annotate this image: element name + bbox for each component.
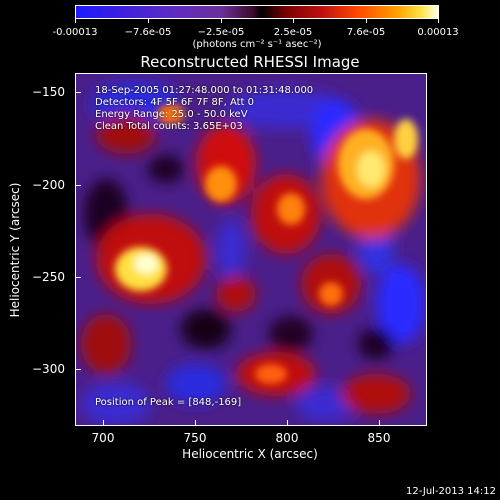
render-timestamp: 12-Jul-2013 14:12 <box>405 486 496 497</box>
y-tick-label: −250 <box>32 270 65 284</box>
colorbar-tick <box>293 19 294 23</box>
y-tick-label: −150 <box>32 85 65 99</box>
y-tick-mark <box>75 92 81 93</box>
y-tick-mark <box>75 369 81 370</box>
y-axis-label: Heliocentric Y (arcsec) <box>8 182 22 318</box>
colorbar-label: −2.5e-05 <box>197 27 245 38</box>
clean-total-counts: Clean Total counts: 3.65E+03 <box>95 121 243 132</box>
y-tick-mark <box>75 277 81 278</box>
x-tick-mark <box>195 420 196 426</box>
colorbar-label: 0.00013 <box>417 27 459 38</box>
colorbar-label: 2.5e-05 <box>273 27 313 38</box>
y-tick-mark <box>75 185 81 186</box>
observation-time: 18-Sep-2005 01:27:48.000 to 01:31:48.000 <box>95 85 314 96</box>
colorbar-units: (photons cm⁻² s⁻¹ asec⁻²) <box>192 39 322 50</box>
energy-range: Energy Range: 25.0 - 50.0 keV <box>95 109 248 120</box>
x-tick-mark <box>103 420 104 426</box>
y-tick-label: −200 <box>32 178 65 192</box>
colorbar-tick <box>366 19 367 23</box>
colorbar-label: −7.6e-05 <box>124 27 172 38</box>
x-axis-label: Heliocentric X (arcsec) <box>182 447 318 461</box>
x-tick-mark <box>379 420 380 426</box>
detectors-info: Detectors: 4F 5F 6F 7F 8F, Att 0 <box>95 97 255 108</box>
plot-title: Reconstructed RHESSI Image <box>140 53 360 71</box>
x-tick-label: 800 <box>275 431 299 445</box>
colorbar-tick <box>221 19 222 23</box>
colorbar-label: -0.00013 <box>52 27 98 38</box>
peak-position: Position of Peak = [848,-169] <box>95 397 242 408</box>
colorbar-tick <box>75 19 76 23</box>
colorbar-tick <box>438 19 439 23</box>
colorbar <box>75 5 439 19</box>
x-tick-label: 700 <box>91 431 115 445</box>
rhessi-image[interactable] <box>75 73 427 426</box>
colorbar-label: 7.6e-05 <box>346 27 386 38</box>
y-tick-label: −300 <box>32 362 65 376</box>
colorbar-tick <box>148 19 149 23</box>
x-tick-mark <box>287 420 288 426</box>
image-canvas <box>76 74 426 425</box>
x-tick-label: 850 <box>367 431 391 445</box>
x-tick-label: 750 <box>183 431 207 445</box>
